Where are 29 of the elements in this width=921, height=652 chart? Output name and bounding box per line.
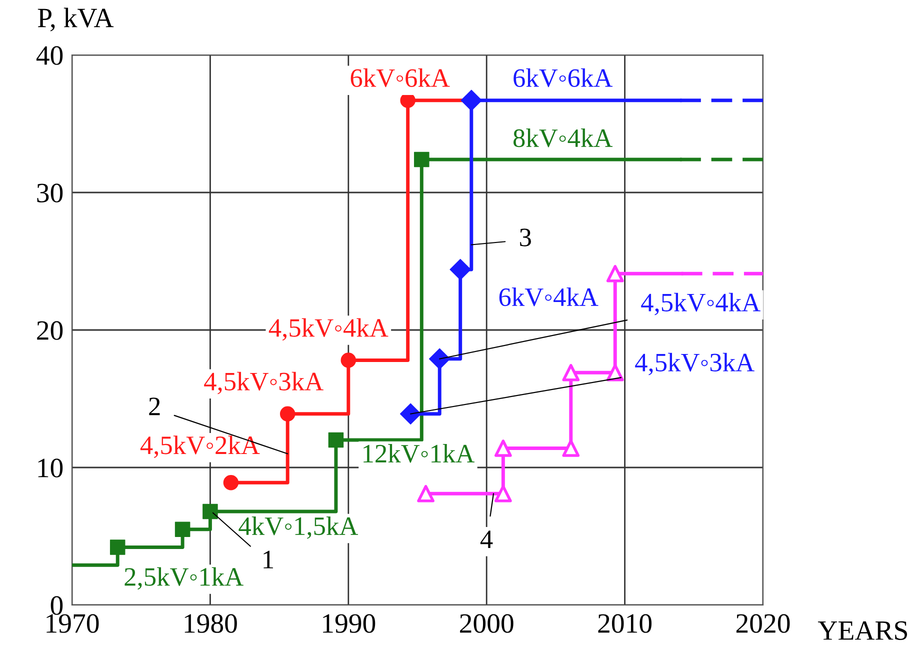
y-axis-title: P, kVA — [38, 8, 114, 32]
x-tick-label: 1970 — [46, 614, 99, 633]
annotation: 1 — [264, 550, 273, 568]
y-tick-label: 0 — [50, 596, 63, 615]
annotation: 3 — [520, 228, 531, 246]
x-tick-label: 2010 — [598, 614, 652, 633]
x-tick-label: 1980 — [184, 614, 237, 633]
y-tick-label: 10 — [38, 458, 63, 478]
annotation: 4,5kV◦3kA — [204, 372, 324, 394]
annotation: 4 — [480, 530, 493, 548]
annotation: 12kV◦1kA — [364, 444, 474, 463]
annotation: 4,5kV◦3kA — [635, 352, 754, 376]
annotation: 4,5kV◦4kA — [268, 318, 388, 341]
annotation: 6kV◦6kA — [350, 68, 450, 88]
annotation: 2 — [149, 398, 160, 416]
y-tick-label: 30 — [37, 184, 63, 202]
annotation: 4kV◦1,5kA — [238, 516, 358, 539]
x-tick-label: 1990 — [323, 614, 376, 633]
annotation: 4,5kV◦2kA — [140, 436, 260, 458]
y-tick-label: 40 — [36, 46, 63, 65]
annotation: 4,5kV◦4kA — [641, 292, 760, 316]
x-tick-label: 2020 — [736, 614, 790, 633]
annotation: 6kV◦6kA — [514, 68, 613, 88]
x-axis-title: YEARS — [818, 621, 908, 640]
annotation: 2,5kV◦1kA — [124, 567, 244, 590]
annotation: 8kV◦4kA — [513, 128, 613, 148]
x-tick-label: 2000 — [460, 614, 514, 633]
annotation: 6kV◦4kA — [499, 288, 598, 306]
y-tick-label: 20 — [37, 321, 63, 340]
